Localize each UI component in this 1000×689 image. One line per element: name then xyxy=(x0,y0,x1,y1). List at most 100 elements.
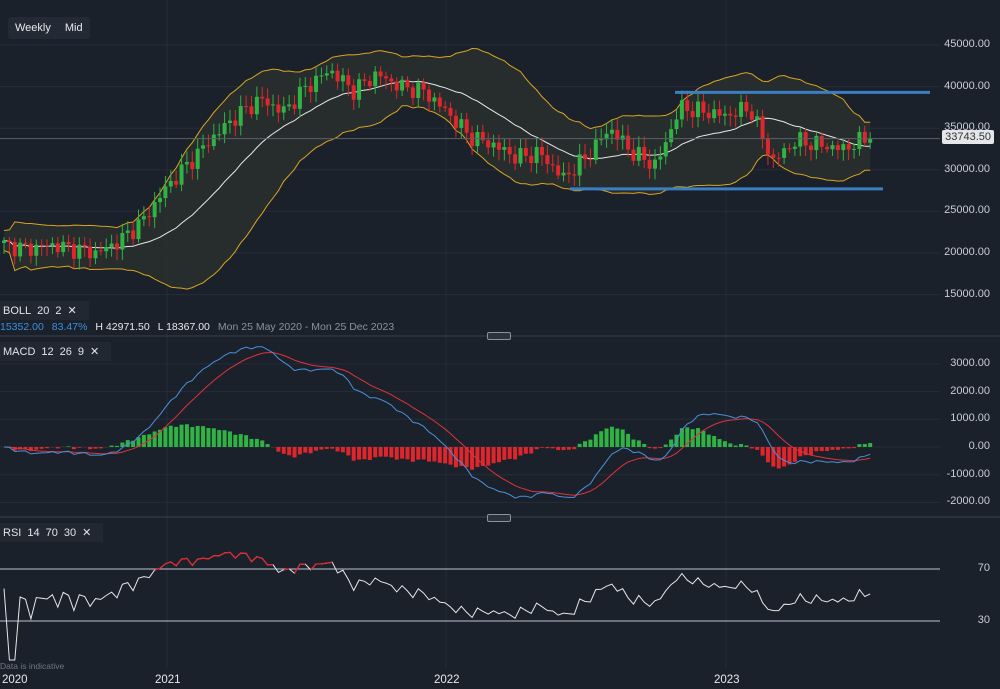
candle-body xyxy=(609,129,614,134)
candle-body xyxy=(222,123,227,135)
candle-body xyxy=(394,81,399,91)
candle-body xyxy=(432,97,437,102)
macd-histogram-bar xyxy=(782,447,787,467)
macd-histogram-bar xyxy=(233,434,238,447)
macd-histogram-bar xyxy=(846,447,851,449)
candle-body xyxy=(88,246,93,259)
macd-histogram-bar xyxy=(722,441,727,447)
candle-body xyxy=(141,216,146,220)
macd-histogram-bar xyxy=(523,447,528,454)
info-value: 15352.00 xyxy=(0,321,44,333)
candle-body xyxy=(523,148,528,156)
close-icon[interactable]: ✕ xyxy=(82,527,92,539)
macd-histogram-bar xyxy=(787,447,792,465)
pane-resize-handle[interactable] xyxy=(487,514,511,522)
x-label-2023: 2023 xyxy=(714,674,740,686)
macd-legend[interactable]: MACD 12 26 9 ✕ xyxy=(0,342,112,361)
timeframe-weekly[interactable]: Weekly xyxy=(15,22,51,34)
candle-body xyxy=(416,82,421,98)
macd-histogram-bar xyxy=(88,447,93,450)
candle-body xyxy=(674,119,679,130)
rsi-overbought-segment xyxy=(208,555,215,560)
macd-histogram-bar xyxy=(400,447,405,459)
timeframe-selector[interactable]: Weekly Mid xyxy=(8,17,90,39)
pane-resize-handle[interactable] xyxy=(487,332,511,340)
candle-body xyxy=(346,75,351,86)
candle-body xyxy=(45,245,50,247)
timeframe-mid[interactable]: Mid xyxy=(64,22,83,34)
info-percent: 83.47% xyxy=(51,321,88,333)
macd-histogram-bar xyxy=(502,447,507,460)
close-icon[interactable]: ✕ xyxy=(90,346,100,358)
candle-body xyxy=(66,241,71,245)
candle-body xyxy=(534,147,539,164)
rsi-name: RSI xyxy=(3,527,22,539)
macd-histogram-bar xyxy=(163,427,168,447)
candle-body xyxy=(163,186,168,199)
candle-body xyxy=(2,240,6,244)
candle-body xyxy=(152,202,157,218)
macd-histogram-bar xyxy=(39,447,44,449)
macd-histogram-bar xyxy=(566,447,571,450)
macd-histogram-bar xyxy=(394,447,399,460)
macd-histogram-bar xyxy=(690,429,695,447)
rsi-overbought-segment xyxy=(293,564,301,574)
macd-histogram-bar xyxy=(728,443,733,447)
candle-body xyxy=(636,147,641,161)
macd-histogram-bar xyxy=(249,438,254,447)
macd-histogram-bar xyxy=(862,443,867,447)
candle-body xyxy=(179,164,184,185)
rsi-overbought-segment xyxy=(224,551,231,554)
boll-name: BOLL xyxy=(3,305,32,317)
candle-body xyxy=(23,242,28,244)
price-axis-tick: 20000.00 xyxy=(944,246,990,258)
disclaimer: Data is indicative xyxy=(0,661,65,671)
close-icon[interactable]: ✕ xyxy=(67,305,77,317)
candle-body xyxy=(518,148,523,164)
macd-histogram-bar xyxy=(518,447,523,456)
macd-histogram-bar xyxy=(534,447,539,450)
candle-body xyxy=(782,148,787,158)
macd-fast: 12 xyxy=(41,346,54,358)
price-axis-tick: 45000.00 xyxy=(944,38,990,50)
candle-body xyxy=(744,101,749,112)
candle-body xyxy=(556,165,561,176)
macd-histogram-bar xyxy=(346,447,351,456)
macd-histogram-bar xyxy=(593,434,598,447)
macd-histogram-bar xyxy=(572,447,577,450)
macd-histogram-bar xyxy=(540,447,544,448)
candle-body xyxy=(357,79,362,100)
macd-histogram-bar xyxy=(410,447,415,462)
candle-body xyxy=(453,115,458,128)
candle-body xyxy=(287,104,292,107)
candle-body xyxy=(696,101,701,118)
macd-histogram-bar xyxy=(201,426,206,447)
macd-histogram-bar xyxy=(373,447,378,458)
candle-body xyxy=(400,79,405,91)
candle-body xyxy=(297,86,302,109)
rsi-legend[interactable]: RSI 14 70 30 ✕ xyxy=(0,523,104,542)
macd-histogram-bar xyxy=(308,447,313,454)
boll-legend[interactable]: BOLL 20 2 ✕ xyxy=(0,301,89,320)
macd-histogram-bar xyxy=(319,447,324,450)
bollinger-lower xyxy=(3,105,871,290)
macd-histogram-bar xyxy=(281,447,286,454)
candle-body xyxy=(50,243,55,246)
info-range: Mon 25 May 2020 - Mon 25 Dec 2023 xyxy=(217,321,395,333)
macd-histogram-bar xyxy=(459,447,464,467)
boll-period: 20 xyxy=(37,305,50,317)
bollinger-band-fill xyxy=(4,48,871,290)
candle-body xyxy=(755,116,760,120)
macd-histogram-bar xyxy=(190,427,195,447)
macd-histogram-bar xyxy=(362,447,367,460)
macd-histogram-bar xyxy=(470,447,475,470)
macd-histogram-bar xyxy=(464,447,469,468)
candle-body xyxy=(679,100,684,120)
macd-histogram-bar xyxy=(583,441,588,447)
macd-histogram-bar xyxy=(324,447,329,449)
macd-histogram-bar xyxy=(71,447,76,450)
candle-body xyxy=(238,106,243,126)
macd-histogram-bar xyxy=(765,447,770,463)
macd-histogram-bar xyxy=(244,435,249,447)
